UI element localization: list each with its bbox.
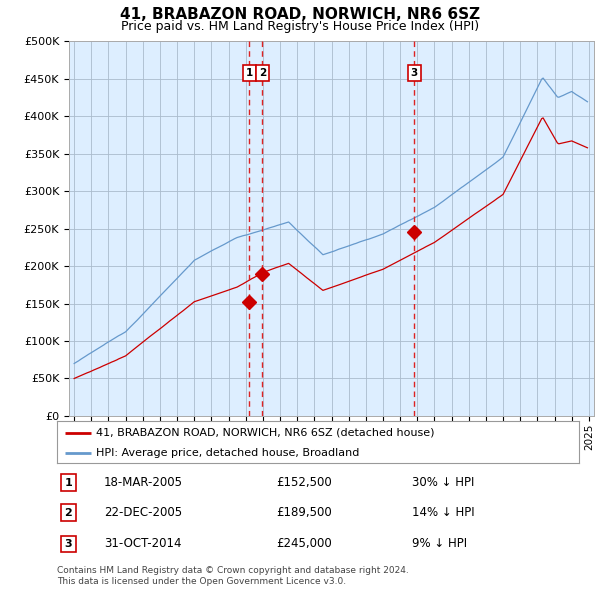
Text: £189,500: £189,500 xyxy=(276,506,332,519)
Text: 3: 3 xyxy=(411,68,418,78)
Text: £152,500: £152,500 xyxy=(276,476,332,489)
Text: 14% ↓ HPI: 14% ↓ HPI xyxy=(412,506,475,519)
Text: Contains HM Land Registry data © Crown copyright and database right 2024.: Contains HM Land Registry data © Crown c… xyxy=(57,566,409,575)
Text: £245,000: £245,000 xyxy=(276,537,332,550)
Text: 3: 3 xyxy=(65,539,72,549)
Text: 2: 2 xyxy=(65,508,73,518)
Text: 1: 1 xyxy=(245,68,253,78)
Text: 31-OCT-2014: 31-OCT-2014 xyxy=(104,537,181,550)
Text: 41, BRABAZON ROAD, NORWICH, NR6 6SZ: 41, BRABAZON ROAD, NORWICH, NR6 6SZ xyxy=(120,7,480,22)
Text: Price paid vs. HM Land Registry's House Price Index (HPI): Price paid vs. HM Land Registry's House … xyxy=(121,20,479,33)
Text: 1: 1 xyxy=(65,478,73,488)
Text: 18-MAR-2005: 18-MAR-2005 xyxy=(104,476,183,489)
Text: 9% ↓ HPI: 9% ↓ HPI xyxy=(412,537,467,550)
Text: 30% ↓ HPI: 30% ↓ HPI xyxy=(412,476,475,489)
Text: 41, BRABAZON ROAD, NORWICH, NR6 6SZ (detached house): 41, BRABAZON ROAD, NORWICH, NR6 6SZ (det… xyxy=(96,428,434,438)
Text: 2: 2 xyxy=(259,68,266,78)
Text: 22-DEC-2005: 22-DEC-2005 xyxy=(104,506,182,519)
Text: This data is licensed under the Open Government Licence v3.0.: This data is licensed under the Open Gov… xyxy=(57,577,346,586)
Text: HPI: Average price, detached house, Broadland: HPI: Average price, detached house, Broa… xyxy=(96,448,359,457)
